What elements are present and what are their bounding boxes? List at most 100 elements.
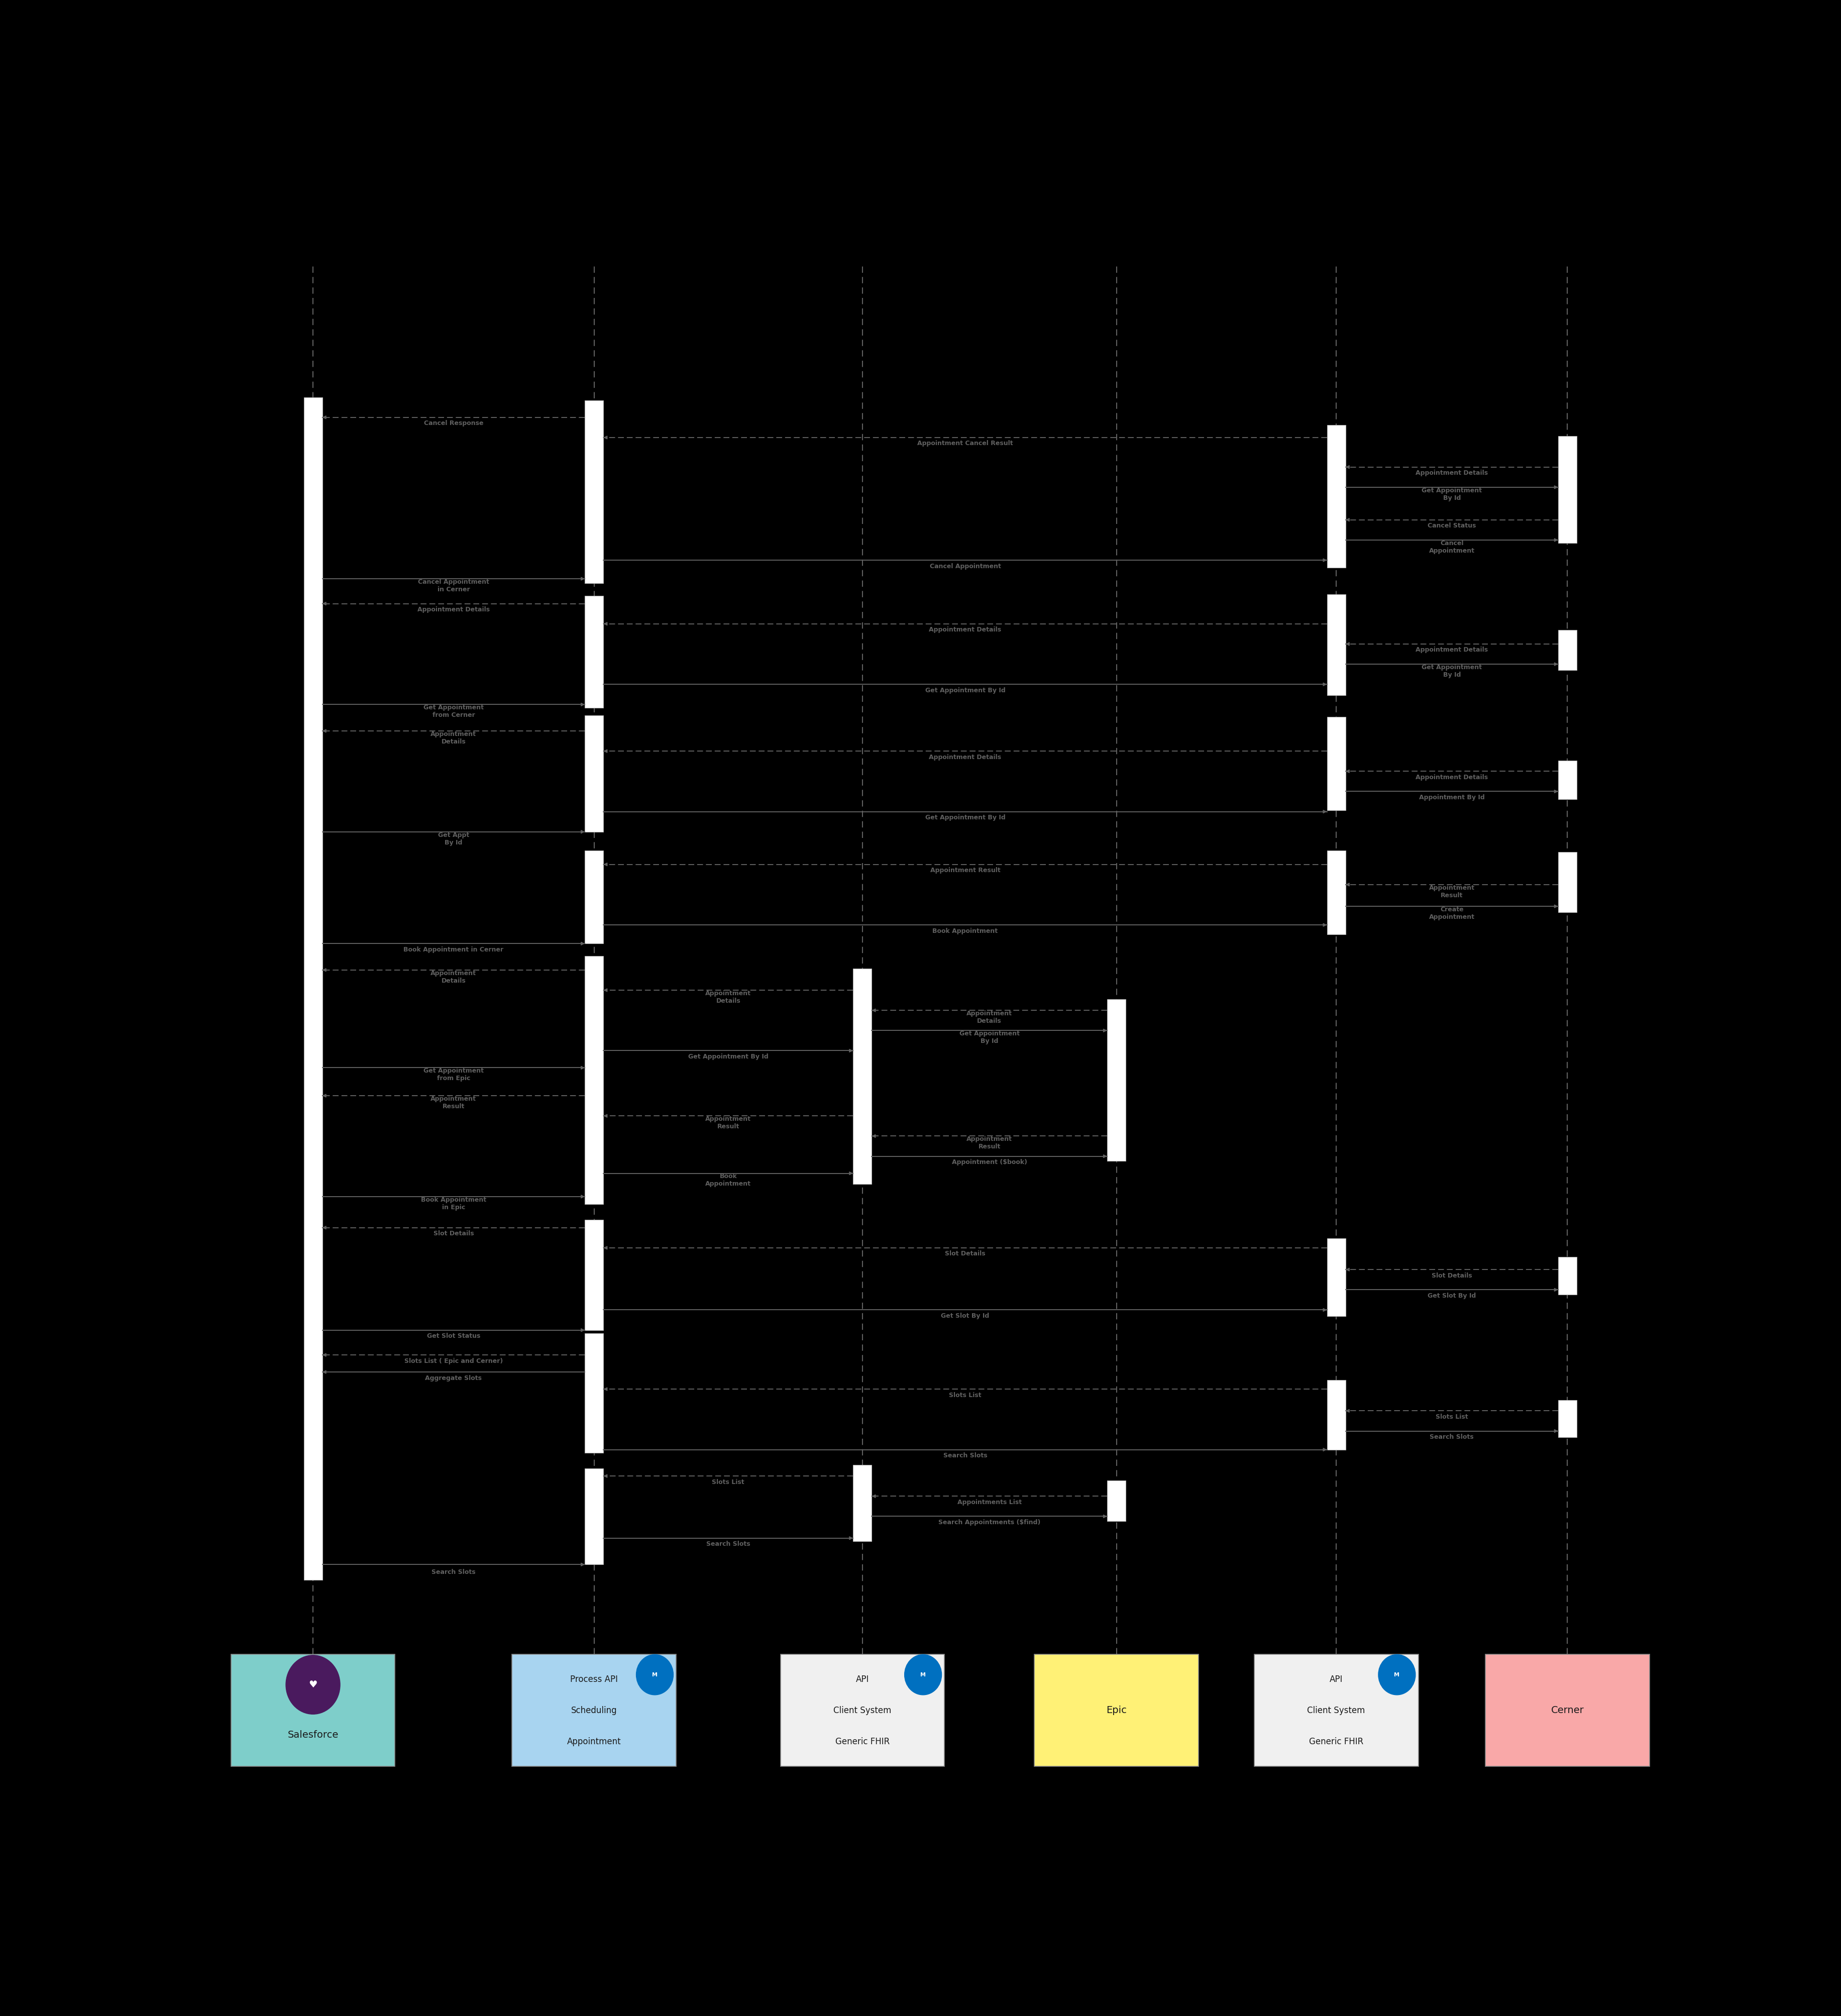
Text: M: M xyxy=(920,1671,926,1677)
Text: Search Appointments ($find): Search Appointments ($find) xyxy=(939,1520,1040,1526)
Text: Get Appt
By Id: Get Appt By Id xyxy=(438,833,469,847)
FancyBboxPatch shape xyxy=(1327,1238,1346,1316)
Text: Cancel Status: Cancel Status xyxy=(1427,522,1476,528)
FancyBboxPatch shape xyxy=(585,597,604,708)
FancyBboxPatch shape xyxy=(1557,1399,1576,1437)
FancyBboxPatch shape xyxy=(1557,853,1576,913)
Text: Search Slots: Search Slots xyxy=(707,1540,749,1548)
Text: Slots List ( Epic and Cerner): Slots List ( Epic and Cerner) xyxy=(405,1357,503,1365)
FancyBboxPatch shape xyxy=(1106,1000,1125,1161)
Text: Appointment Details: Appointment Details xyxy=(418,607,490,613)
Text: Book Appointment: Book Appointment xyxy=(932,927,998,933)
Text: Appointment
Details: Appointment Details xyxy=(431,732,477,744)
Text: Client System: Client System xyxy=(834,1706,891,1716)
Text: Get Slot Status: Get Slot Status xyxy=(427,1333,481,1339)
Text: Slots List: Slots List xyxy=(712,1480,744,1486)
FancyBboxPatch shape xyxy=(1486,1655,1650,1766)
Text: Appointment ($book): Appointment ($book) xyxy=(952,1159,1027,1165)
FancyBboxPatch shape xyxy=(585,716,604,833)
Text: ♥: ♥ xyxy=(309,1679,317,1689)
Text: Client System: Client System xyxy=(1307,1706,1364,1716)
FancyBboxPatch shape xyxy=(781,1655,944,1766)
Text: Book Appointment in Cerner: Book Appointment in Cerner xyxy=(403,946,503,954)
Text: Appointments List: Appointments List xyxy=(957,1500,1022,1506)
Text: Cancel Response: Cancel Response xyxy=(423,419,482,427)
FancyBboxPatch shape xyxy=(1254,1655,1418,1766)
FancyBboxPatch shape xyxy=(1327,718,1346,810)
FancyBboxPatch shape xyxy=(1557,760,1576,798)
Text: Cancel
Appointment: Cancel Appointment xyxy=(1429,540,1475,554)
Text: Appointment
Details: Appointment Details xyxy=(705,990,751,1004)
Circle shape xyxy=(635,1655,674,1695)
FancyBboxPatch shape xyxy=(585,401,604,583)
Text: API: API xyxy=(856,1675,869,1683)
Text: Get Appointment
By Id: Get Appointment By Id xyxy=(1421,663,1482,677)
Text: Book
Appointment: Book Appointment xyxy=(705,1173,751,1187)
Text: Appointment
Result: Appointment Result xyxy=(705,1115,751,1129)
Text: Appointment By Id: Appointment By Id xyxy=(1419,794,1484,800)
Text: Slots List: Slots List xyxy=(1436,1413,1467,1419)
Text: Get Slot By Id: Get Slot By Id xyxy=(1427,1292,1476,1298)
FancyBboxPatch shape xyxy=(585,956,604,1204)
Text: Appointment Details: Appointment Details xyxy=(928,754,1002,760)
Text: Salesforce: Salesforce xyxy=(287,1730,339,1740)
FancyBboxPatch shape xyxy=(304,397,322,1581)
Text: Aggregate Slots: Aggregate Slots xyxy=(425,1375,482,1381)
FancyBboxPatch shape xyxy=(852,968,871,1183)
Text: Appointment Details: Appointment Details xyxy=(1416,470,1488,476)
Text: Get Slot By Id: Get Slot By Id xyxy=(941,1312,989,1318)
Text: Get Appointment By Id: Get Appointment By Id xyxy=(924,814,1005,821)
Text: Scheduling: Scheduling xyxy=(571,1706,617,1716)
FancyBboxPatch shape xyxy=(512,1655,676,1766)
Text: Generic FHIR: Generic FHIR xyxy=(1309,1738,1362,1746)
FancyBboxPatch shape xyxy=(230,1655,396,1766)
Text: Appointment Details: Appointment Details xyxy=(928,627,1002,633)
Text: Create
Appointment: Create Appointment xyxy=(1429,907,1475,919)
Text: Get Appointment By Id: Get Appointment By Id xyxy=(924,687,1005,694)
FancyBboxPatch shape xyxy=(1106,1480,1125,1520)
Text: Get Appointment
By Id: Get Appointment By Id xyxy=(1421,488,1482,502)
Text: Process API: Process API xyxy=(571,1675,619,1683)
Text: Get Appointment
By Id: Get Appointment By Id xyxy=(959,1030,1020,1044)
FancyBboxPatch shape xyxy=(1557,1258,1576,1294)
FancyBboxPatch shape xyxy=(1327,1379,1346,1450)
Text: Appointment
Result: Appointment Result xyxy=(431,1095,477,1109)
Text: Slot Details: Slot Details xyxy=(1430,1272,1471,1278)
Text: Search Slots: Search Slots xyxy=(1429,1433,1473,1439)
Text: Appointment Details: Appointment Details xyxy=(1416,774,1488,780)
Text: Appointment
Details: Appointment Details xyxy=(967,1010,1013,1024)
Circle shape xyxy=(904,1655,941,1695)
Text: Book Appointment
in Epic: Book Appointment in Epic xyxy=(422,1198,486,1210)
Text: Appointment: Appointment xyxy=(567,1738,620,1746)
Text: Appointment
Result: Appointment Result xyxy=(967,1135,1013,1149)
Circle shape xyxy=(285,1655,341,1714)
Text: Slot Details: Slot Details xyxy=(944,1250,985,1258)
Text: Get Appointment
from Epic: Get Appointment from Epic xyxy=(423,1068,484,1083)
FancyBboxPatch shape xyxy=(1557,629,1576,671)
FancyBboxPatch shape xyxy=(1327,595,1346,696)
FancyBboxPatch shape xyxy=(585,851,604,943)
Text: Appointment Result: Appointment Result xyxy=(930,867,1000,873)
FancyBboxPatch shape xyxy=(1327,851,1346,933)
Text: Search Slots: Search Slots xyxy=(431,1568,475,1574)
Text: Appointment
Result: Appointment Result xyxy=(1429,885,1475,899)
FancyBboxPatch shape xyxy=(1327,425,1346,569)
Text: API: API xyxy=(1329,1675,1342,1683)
Text: Cerner: Cerner xyxy=(1550,1706,1583,1716)
Text: M: M xyxy=(652,1671,657,1677)
Text: Epic: Epic xyxy=(1106,1706,1127,1716)
Text: M: M xyxy=(1394,1671,1399,1677)
Text: Appointment Cancel Result: Appointment Cancel Result xyxy=(917,439,1013,448)
Text: Search Slots: Search Slots xyxy=(943,1452,987,1460)
Circle shape xyxy=(1377,1655,1416,1695)
Text: Cancel Appointment
in Cerner: Cancel Appointment in Cerner xyxy=(418,579,490,593)
Text: Appointment
Details: Appointment Details xyxy=(431,970,477,984)
Text: Slots List: Slots List xyxy=(948,1391,981,1399)
FancyBboxPatch shape xyxy=(585,1220,604,1331)
Text: Get Appointment
from Cerner: Get Appointment from Cerner xyxy=(423,704,484,718)
Text: Appointment Details: Appointment Details xyxy=(1416,647,1488,653)
Text: Slot Details: Slot Details xyxy=(433,1230,473,1238)
Text: Cancel Appointment: Cancel Appointment xyxy=(930,562,1000,569)
FancyBboxPatch shape xyxy=(585,1333,604,1454)
FancyBboxPatch shape xyxy=(1035,1655,1198,1766)
